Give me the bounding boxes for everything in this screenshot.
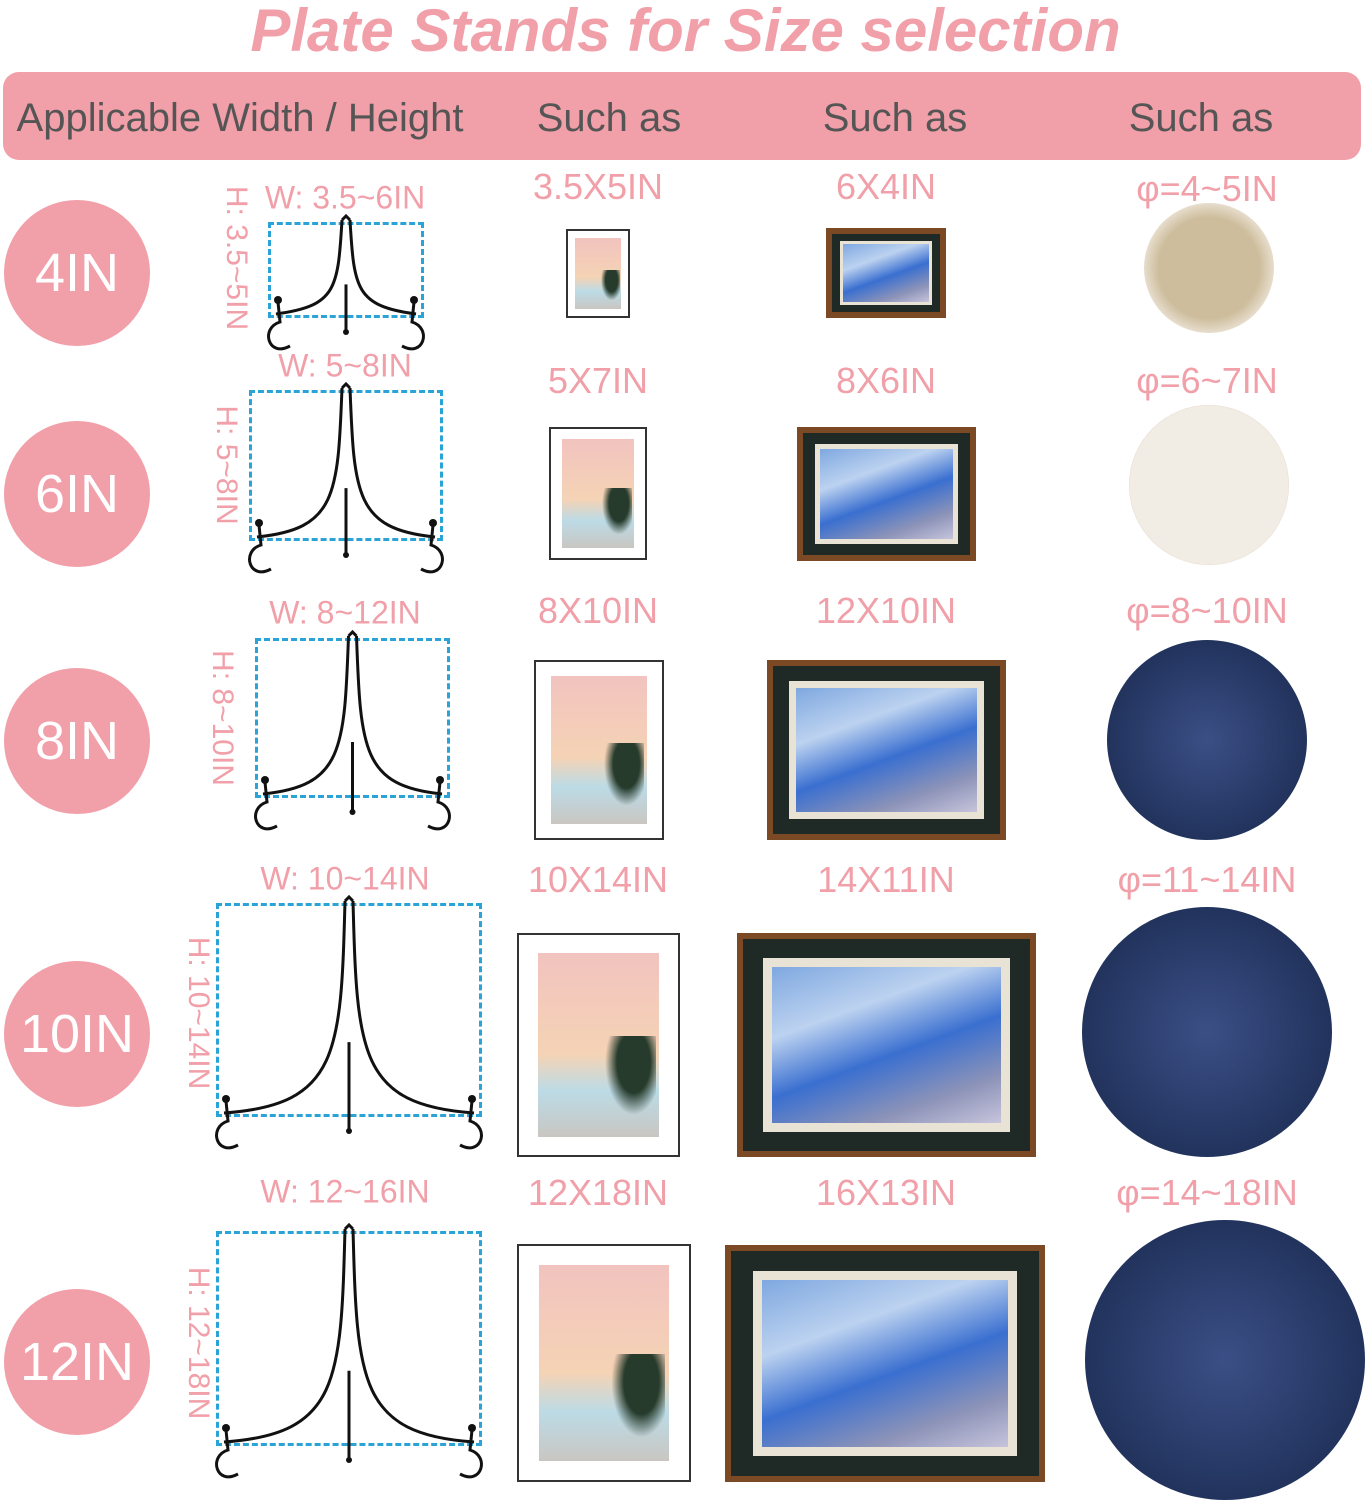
plate-diameter-label: φ=6~7IN	[1136, 360, 1278, 401]
stand-size-badge: 6IN	[4, 421, 150, 567]
beach-photo-image	[517, 1244, 691, 1482]
beach-photo-image	[549, 427, 647, 560]
framed-painting-image	[725, 1245, 1045, 1482]
beach-photo-image	[534, 660, 664, 840]
height-range-label: H: 5~8IN	[210, 405, 243, 525]
stand-size-badge: 10IN	[4, 961, 150, 1107]
plate-diameter-label: φ=8~10IN	[1126, 590, 1288, 631]
framed-painting-image	[797, 427, 976, 561]
height-range-label: H: 12~18IN	[182, 1266, 215, 1420]
frame-size-label: 16X13IN	[815, 1172, 957, 1213]
width-range-label: W: 8~12IN	[269, 594, 421, 631]
width-range-label: W: 10~14IN	[260, 860, 430, 897]
height-range-label: H: 3.5~5IN	[220, 185, 253, 331]
header-bar	[3, 72, 1361, 160]
decorative-plate-image	[1085, 1220, 1365, 1500]
width-range-label: W: 5~8IN	[278, 347, 412, 384]
header-such-as-plate: Such as	[1128, 96, 1274, 140]
stand-size-badge: 4IN	[4, 200, 150, 346]
width-range-label: W: 12~16IN	[260, 1173, 430, 1210]
header-such-as-photo: Such as	[536, 96, 682, 140]
decorative-plate-image	[1144, 203, 1274, 333]
photo-size-label: 12X18IN	[527, 1172, 669, 1213]
framed-painting-image	[737, 933, 1036, 1157]
beach-photo-image	[566, 229, 630, 318]
plate-stand-icon	[254, 629, 451, 831]
plate-diameter-label: φ=14~18IN	[1116, 1172, 1298, 1213]
photo-size-label: 3.5X5IN	[532, 166, 664, 207]
framed-painting-image	[767, 660, 1006, 840]
decorative-plate-image	[1082, 907, 1332, 1157]
header-such-as-frame: Such as	[822, 96, 968, 140]
photo-size-label: 5X7IN	[547, 360, 649, 401]
plate-stand-icon	[267, 213, 425, 351]
framed-painting-image	[826, 228, 946, 318]
plate-stand-icon	[215, 894, 483, 1150]
height-range-label: H: 8~10IN	[206, 650, 239, 786]
page-title: Plate Stands for Size selection	[250, 0, 1121, 64]
stand-size-badge: 12IN	[4, 1289, 150, 1435]
stand-size-badge: 8IN	[4, 668, 150, 814]
decorative-plate-image	[1107, 640, 1307, 840]
plate-diameter-label: φ=11~14IN	[1117, 859, 1297, 900]
frame-size-label: 12X10IN	[815, 590, 957, 631]
plate-diameter-label: φ=4~5IN	[1136, 168, 1278, 209]
height-range-label: H: 10~14IN	[182, 936, 215, 1090]
photo-size-label: 10X14IN	[527, 859, 669, 900]
frame-size-label: 14X11IN	[817, 859, 955, 900]
frame-size-label: 8X6IN	[835, 360, 937, 401]
beach-photo-image	[517, 933, 680, 1157]
frame-size-label: 6X4IN	[835, 166, 937, 207]
plate-stand-icon	[215, 1222, 483, 1479]
photo-size-label: 8X10IN	[537, 590, 659, 631]
plate-stand-icon	[248, 381, 444, 574]
header-applicable-size: Applicable Width / Height	[16, 96, 464, 140]
decorative-plate-image	[1129, 405, 1289, 565]
width-range-label: W: 3.5~6IN	[264, 179, 426, 216]
